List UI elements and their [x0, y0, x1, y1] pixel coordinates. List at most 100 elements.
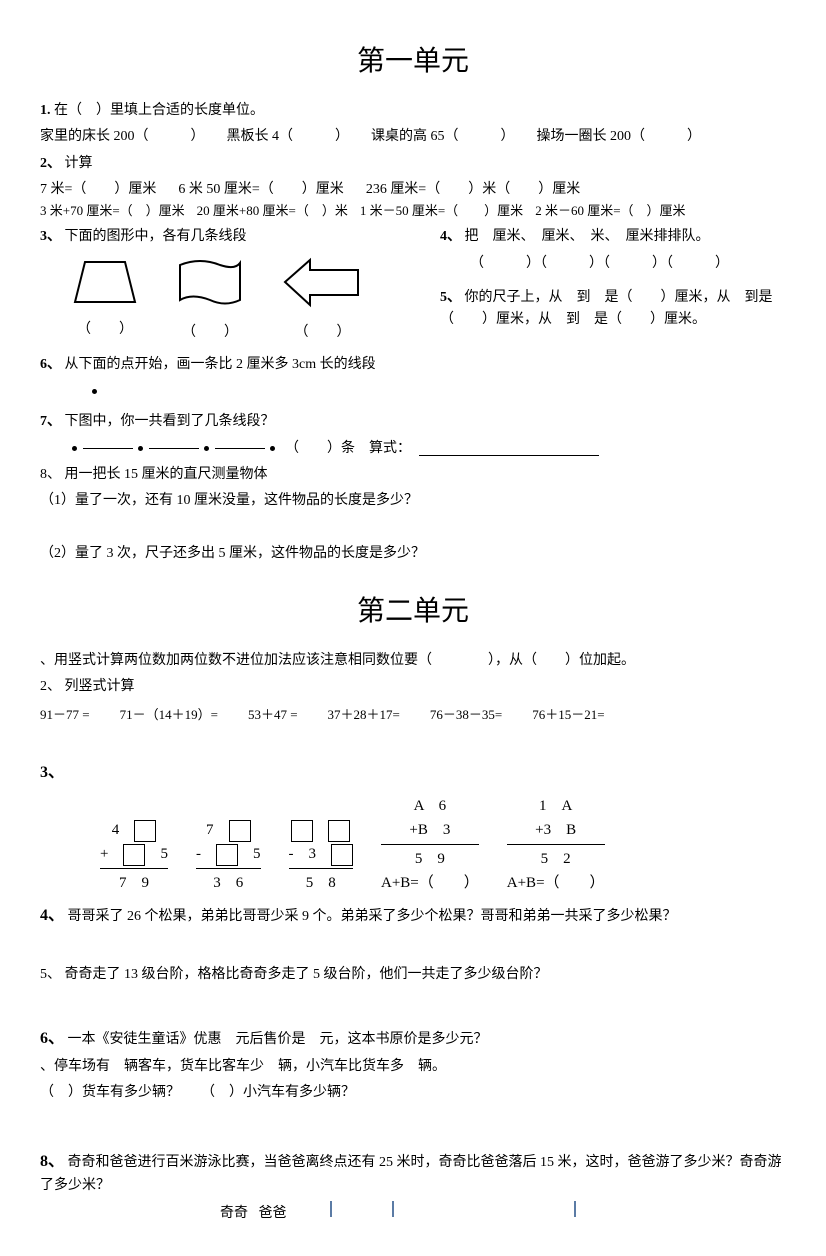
calc-item: 76－38－35=	[430, 705, 502, 726]
q8-text: 用一把长 15 厘米的直尺测量物体	[65, 467, 268, 482]
calc-item: 2 米－60 厘米=（ ）厘米	[535, 201, 685, 222]
calc-item: 76＋15－21=	[532, 705, 604, 726]
q1-text: 在（ ）里填上合适的长度单位。	[54, 103, 264, 118]
q5-text: 你的尺子上，从 到 是（ ）厘米，从 到是（ ）厘米，从 到 是（ ）厘米。	[440, 290, 773, 327]
shape-label: （ ）	[170, 322, 250, 344]
q5-num: 5、	[440, 290, 461, 305]
puzzle-4: A 6 +B 3 5 9 A+B=（ ）	[381, 794, 479, 895]
puzzle-3: - 3 5 8	[289, 818, 354, 895]
u2-q3-num: 3、	[40, 760, 786, 786]
u2-q5-text: 奇奇走了 13 级台阶，格格比奇奇多走了 5 级台阶，他们一共走了多少级台阶？	[65, 967, 548, 982]
q6-text: 从下面的点开始，画一条比 2 厘米多 3cm 长的线段	[65, 357, 376, 372]
u2-q4: 4、 哥哥采了 26 个松果，弟弟比哥哥少采 9 个。弟弟采了多少个松果？哥哥和…	[40, 903, 786, 929]
q7-num: 7、	[40, 414, 61, 429]
q5: 5、 你的尺子上，从 到 是（ ）厘米，从 到是（ ）厘米，从 到 是（ ）厘米…	[440, 287, 786, 332]
q3-text: 下面的图形中，各有几条线段	[65, 229, 247, 244]
answer-line	[419, 441, 599, 456]
calc-item: 236 厘米=（ ）米（ ）厘米	[366, 179, 580, 201]
arrow-shape: （ ）	[280, 255, 365, 345]
swim-label: 爸爸	[259, 1206, 287, 1221]
q4-text: 把 厘米、 厘米、 米、 厘米排排队。	[465, 229, 710, 244]
q6: 6、 从下面的点开始，画一条比 2 厘米多 3cm 长的线段	[40, 354, 786, 376]
puzzle-row2: +B 3	[381, 818, 479, 842]
q7: 7、 下图中，你一共看到了几条线段？	[40, 411, 786, 433]
calc-item: 37＋28＋17=	[328, 705, 400, 726]
unit1-title: 第一单元	[40, 40, 786, 85]
puzzle-result: 3 6	[196, 871, 261, 895]
u2-q2: 2、 列竖式计算	[40, 676, 786, 698]
q8-sub2: （2）量了 3 次，尺子还多出 5 厘米，这件物品的长度是多少？	[40, 543, 786, 565]
calc-item: 91－77 =	[40, 705, 90, 726]
swim-mark	[574, 1201, 576, 1217]
puzzle-ans: A+B=（ ）	[507, 871, 605, 895]
q7-line: （ ）条 算式：	[40, 438, 786, 460]
q1-item: 课桌的高 65（ ）	[371, 126, 515, 148]
q6-num: 6、	[40, 357, 61, 372]
puzzle-result: 5 2	[507, 847, 605, 871]
q1-item: 操场一圈长 200（ ）	[537, 126, 702, 148]
puzzle-1: 4 + 5 7 9	[100, 818, 168, 895]
calc-item: 1 米－50 厘米=（ ）厘米	[360, 201, 523, 222]
q1-item: 家里的床长 200（ ）	[40, 126, 205, 148]
calc-item: 20 厘米+80 厘米=（ ）米	[197, 201, 348, 222]
q8-sub1: （1）量了一次，还有 10 厘米没量，这件物品的长度是多少？	[40, 490, 786, 512]
puzzle-row2: +3 B	[507, 818, 605, 842]
puzzle-result: 7 9	[100, 871, 168, 895]
u2-q4-text: 哥哥采了 26 个松果，弟弟比哥哥少采 9 个。弟弟采了多少个松果？哥哥和弟弟一…	[68, 909, 677, 924]
q7-answer: （ ）条 算式：	[285, 438, 411, 460]
u2-q2-num: 2、	[40, 679, 61, 694]
u2-q5-num: 5、	[40, 967, 61, 982]
swim-diagram: 奇奇 爸爸	[220, 1201, 786, 1225]
q1-num: 1.	[40, 103, 51, 118]
shape-label: （ ）	[70, 319, 140, 341]
swim-mark	[330, 1201, 332, 1217]
calc-item: 7 米=（ ）厘米	[40, 179, 156, 201]
calc-item: 6 米 50 厘米=（ ）厘米	[178, 179, 343, 201]
u2-q2-text: 列竖式计算	[65, 679, 135, 694]
u2-q7: 、停车场有 辆客车，货车比客车少 辆，小汽车比货车多 辆。	[40, 1056, 786, 1078]
puzzle-2: 7 - 5 3 6	[196, 818, 261, 895]
u2-q8-text: 奇奇和爸爸进行百米游泳比赛，当爸爸离终点还有 25 米时，奇奇比爸爸落后 15 …	[40, 1155, 782, 1193]
q2-line1: 7 米=（ ）厘米 6 米 50 厘米=（ ）厘米 236 厘米=（ ）米（ ）…	[40, 179, 786, 201]
u2-q8: 8、 奇奇和爸爸进行百米游泳比赛，当爸爸离终点还有 25 米时，奇奇比爸爸落后 …	[40, 1149, 786, 1197]
q2: 2、 计算	[40, 153, 786, 175]
q2-line2: 3 米+70 厘米=（ ）厘米 20 厘米+80 厘米=（ ）米 1 米－50 …	[40, 201, 786, 222]
q4: 4、 把 厘米、 厘米、 米、 厘米排排队。	[440, 226, 786, 248]
puzzle-row1: 1 A	[507, 794, 605, 818]
q6-dot	[90, 381, 786, 403]
puzzle-result: 5 8	[289, 871, 354, 895]
u2-q6-text: 一本《安徒生童话》优惠 元后售价是 元，这本书原价是多少元？	[68, 1032, 488, 1047]
unit2-title: 第二单元	[40, 590, 786, 635]
u2-q2-items: 91－77 = 71－（14＋19）= 53＋47 = 37＋28＋17= 76…	[40, 705, 786, 726]
u2-q5: 5、 奇奇走了 13 级台阶，格格比奇奇多走了 5 级台阶，他们一共走了多少级台…	[40, 964, 786, 986]
calc-item: 71－（14＋19）=	[120, 705, 218, 726]
puzzle-ans: A+B=（ ）	[381, 871, 479, 895]
q2-num: 2、	[40, 156, 61, 171]
q4-num: 4、	[440, 229, 461, 244]
q8-num: 8、	[40, 467, 61, 482]
swim-mark	[392, 1201, 394, 1217]
swim-label: 奇奇	[220, 1206, 248, 1221]
calc-item: 53＋47 =	[248, 705, 298, 726]
calc-item: 3 米+70 厘米=（ ）厘米	[40, 201, 185, 222]
u2-q4-num: 4、	[40, 907, 64, 924]
q8: 8、 用一把长 15 厘米的直尺测量物体	[40, 464, 786, 486]
q3: 3、 下面的图形中，各有几条线段	[40, 226, 420, 248]
shapes-row: （ ） （ ） （ ）	[70, 255, 420, 345]
u2-q7-sub: （ ）货车有多少辆？ （ ）小汽车有多少辆？	[40, 1082, 786, 1104]
q1: 1. 在（ ）里填上合适的长度单位。	[40, 100, 786, 122]
trapezoid-shape: （ ）	[70, 257, 140, 342]
u2-q1: 、用竖式计算两位数加两位数不进位加法应该注意相同数位要（ ），从（ ）位加起。	[40, 650, 786, 672]
puzzle-row: 4 + 5 7 9 7 - 5 3 6 - 3 5 8 A 6 +B 3 5 9…	[100, 794, 786, 895]
flag-shape: （ ）	[170, 255, 250, 345]
puzzle-5: 1 A +3 B 5 2 A+B=（ ）	[507, 794, 605, 895]
shape-label: （ ）	[280, 322, 365, 344]
u2-q6: 6、 一本《安徒生童话》优惠 元后售价是 元，这本书原价是多少元？	[40, 1026, 786, 1052]
puzzle-result: 5 9	[381, 847, 479, 871]
puzzle-row1: A 6	[381, 794, 479, 818]
q4-blanks: （ ）（ ）（ ）（ ）	[470, 253, 786, 275]
q1-item: 黑板长 4（ ）	[227, 126, 350, 148]
u2-q6-num: 6、	[40, 1030, 64, 1047]
q1-items: 家里的床长 200（ ） 黑板长 4（ ） 课桌的高 65（ ） 操场一圈长 2…	[40, 126, 786, 148]
q2-text: 计算	[65, 156, 93, 171]
